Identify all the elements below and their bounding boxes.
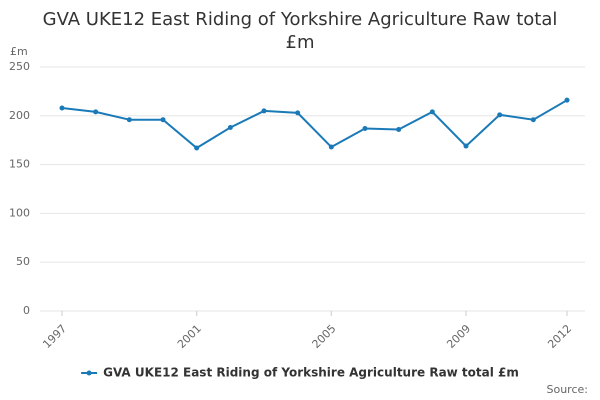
data-point [362, 125, 368, 131]
x-tick-label: 2009 [444, 322, 473, 351]
x-tick-label: 2001 [175, 322, 204, 351]
legend-marker [86, 370, 92, 376]
data-point [295, 110, 301, 116]
y-tick-label: 250 [9, 60, 30, 73]
data-point [463, 143, 469, 149]
chart-title: GVA UKE12 East Riding of Yorkshire Agric… [42, 9, 558, 53]
data-point [194, 145, 200, 151]
data-point [564, 97, 570, 103]
y-tick-label: 100 [9, 206, 30, 219]
x-tick-label: 1997 [40, 322, 69, 351]
y-tick-label: 0 [23, 304, 30, 317]
legend-label: GVA UKE12 East Riding of Yorkshire Agric… [103, 366, 519, 380]
data-point [126, 117, 132, 123]
data-point [93, 109, 99, 115]
data-point [497, 112, 503, 118]
source: Source: [547, 383, 589, 396]
data-point [530, 117, 536, 123]
data-point [429, 109, 435, 115]
data-point [160, 117, 166, 123]
y-tick-label: 150 [9, 158, 30, 171]
data-point [328, 144, 334, 150]
x-tick-label: 2005 [310, 322, 339, 351]
data-line [61, 99, 568, 150]
y-tick-label: 200 [9, 109, 30, 122]
y-axis-label: £m [10, 45, 28, 58]
data-point [396, 126, 402, 132]
data-point [59, 105, 65, 111]
y-tick-label: 50 [16, 255, 30, 268]
data-point [261, 108, 267, 114]
data-point [227, 125, 233, 131]
x-tick-label: 2012 [545, 322, 574, 351]
